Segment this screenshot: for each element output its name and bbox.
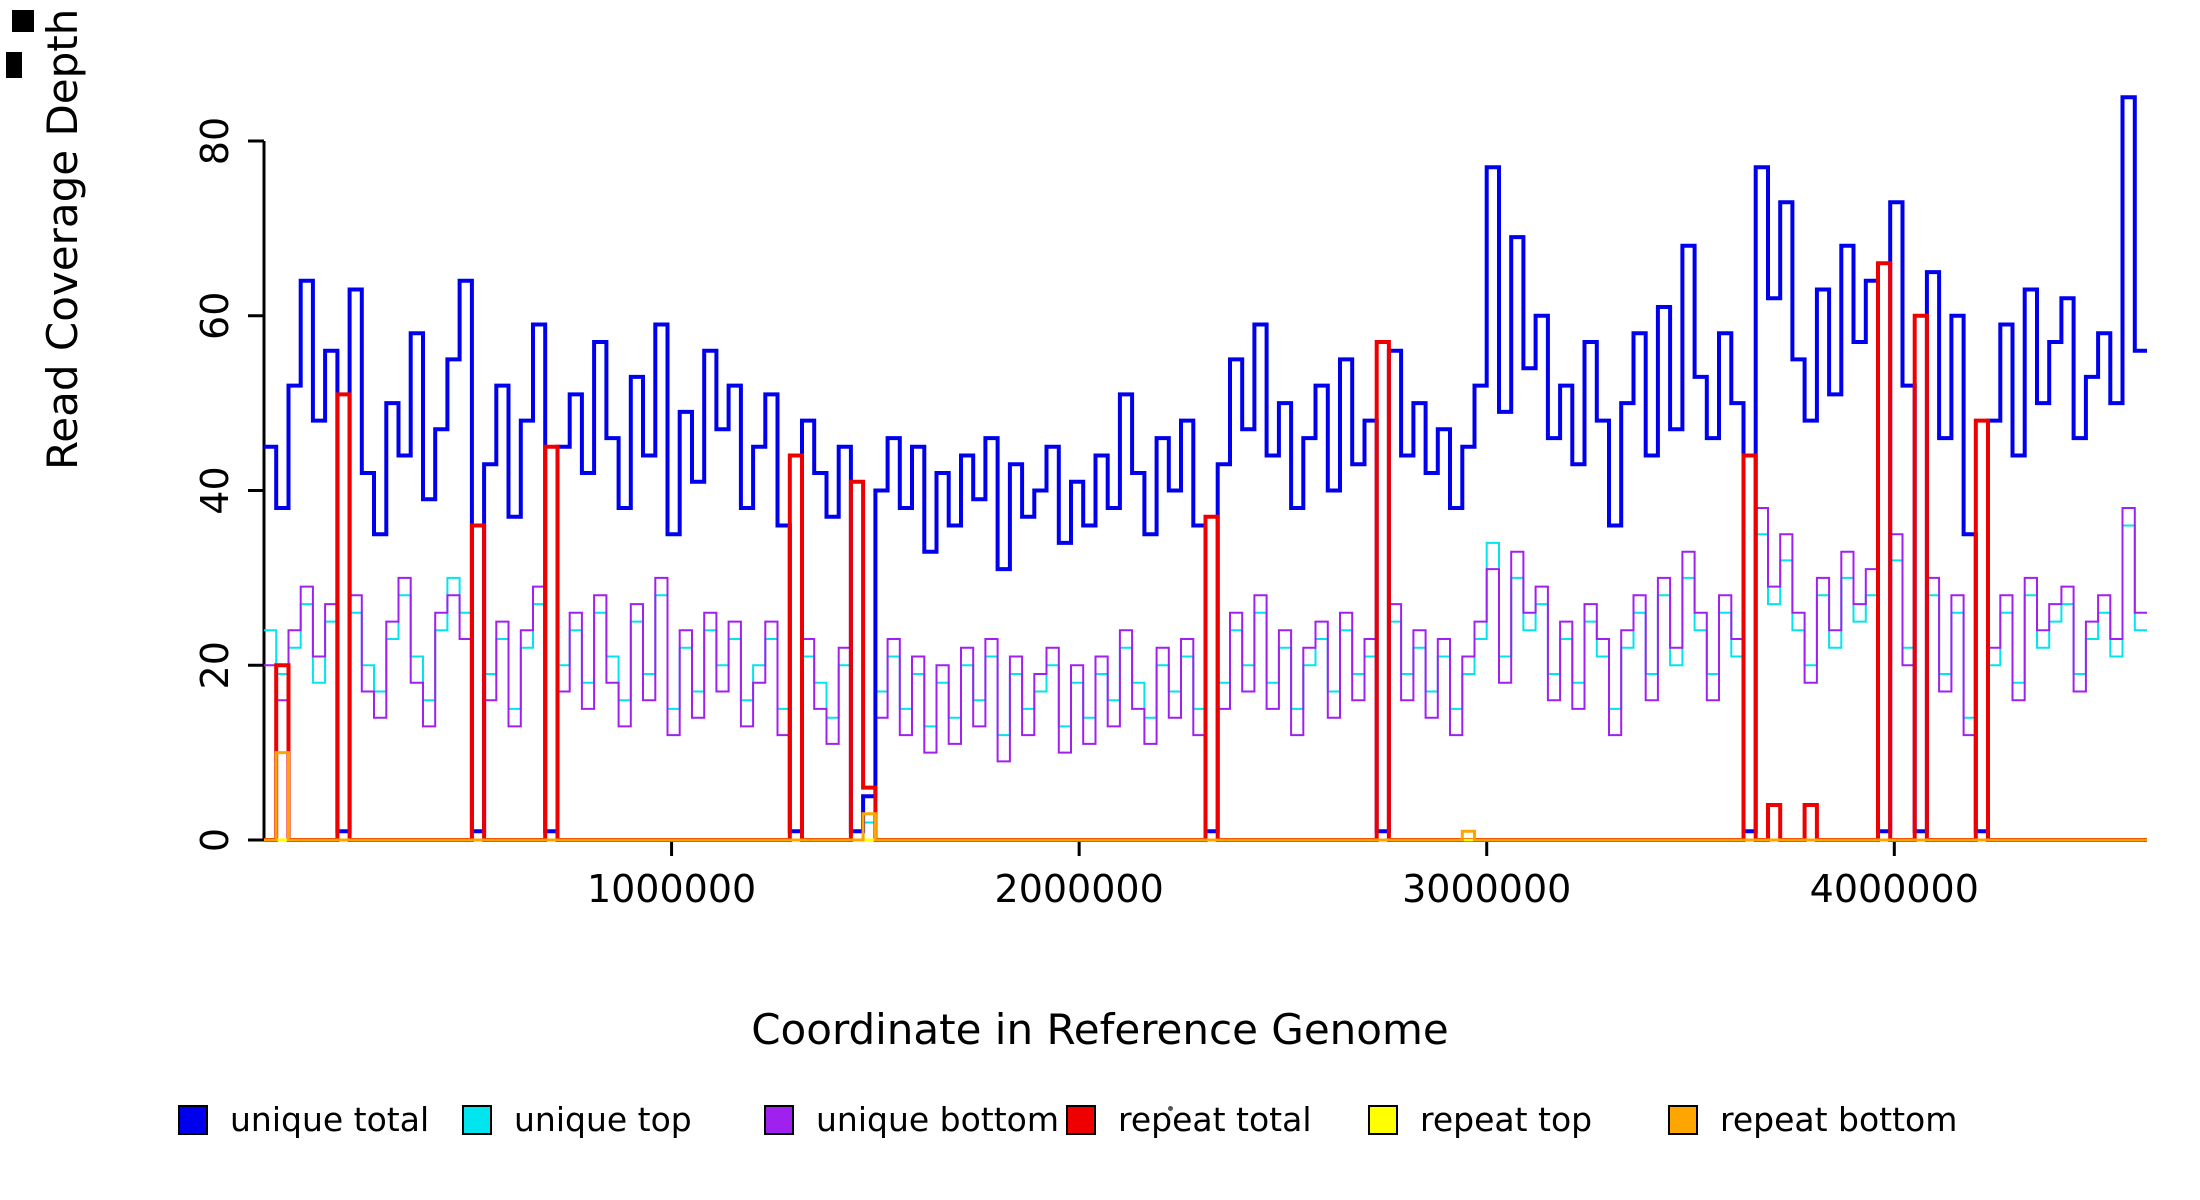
y-tick-label: 80 [193,117,237,165]
corner-artifact [6,52,22,78]
chart-legend: unique total unique top unique bottom repea… [0,1100,2200,1160]
legend-label: repeat total [1118,1100,1312,1139]
legend-swatch-repeat-total [1066,1104,1096,1135]
legend-item-unique-total: unique total [178,1100,429,1139]
legend-item-unique-top: unique top [462,1100,692,1139]
legend-swatch-repeat-bottom [1668,1104,1698,1135]
legend-label: unique total [230,1100,430,1139]
stray-dot-artifact [1168,1106,1173,1111]
y-tick-label: 0 [193,828,237,852]
x-tick-label: 3000000 [1402,867,1571,911]
legend-item-repeat-top: repeat top [1368,1100,1592,1139]
legend-label: repeat top [1420,1100,1593,1139]
legend-swatch-repeat-top [1368,1104,1398,1135]
legend-label: unique bottom [816,1100,1060,1139]
x-tick-label: 1000000 [587,867,756,911]
tick-labels: 0 20 40 60 80 1000000 2000000 3000000 4000000 [193,117,1979,911]
legend-item-repeat-total: repeat total [1066,1100,1312,1139]
series-line-repeat-bottom [264,751,2147,842]
axes [248,139,2147,856]
y-tick-label: 40 [193,466,237,514]
legend-item-repeat-bottom: repeat bottom [1668,1100,1957,1139]
x-tick-label: 4000000 [1810,867,1979,911]
legend-label: repeat bottom [1720,1100,1958,1139]
legend-swatch-unique-top [462,1104,492,1135]
legend-swatch-unique-total [178,1104,208,1135]
y-tick-label: 60 [193,292,237,340]
corner-artifact [12,10,34,32]
legend-label: unique top [514,1100,692,1139]
x-axis-label: Coordinate in Reference Genome [751,1005,1449,1054]
y-axis-label: Read Coverage Depth [38,8,87,470]
legend-item-unique-bottom: unique bottom [764,1100,1059,1139]
y-tick-label: 20 [193,641,237,689]
legend-swatch-unique-bottom [764,1104,794,1135]
x-tick-label: 2000000 [995,867,1164,911]
